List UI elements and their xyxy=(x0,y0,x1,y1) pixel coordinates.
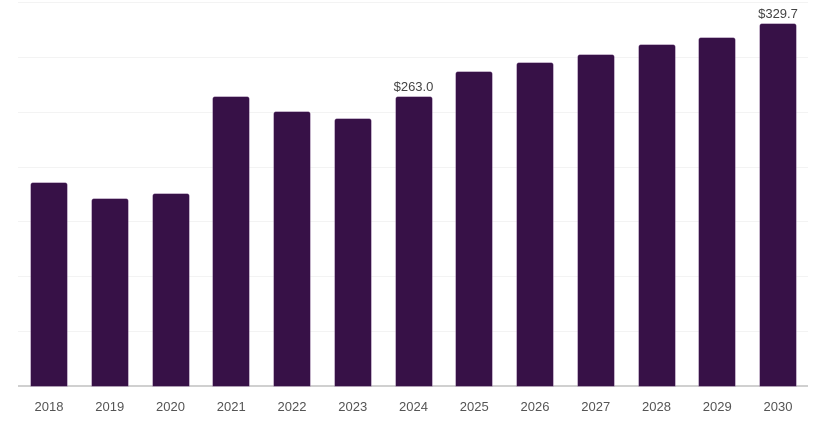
x-tick-label: 2022 xyxy=(277,399,307,414)
bar-2030[interactable] xyxy=(760,24,796,386)
bar-2020[interactable] xyxy=(152,194,189,386)
bar-2018[interactable] xyxy=(31,183,67,386)
x-tick-label: 2025 xyxy=(459,399,489,414)
x-tick-label: 2027 xyxy=(581,399,611,414)
x-axis-line xyxy=(18,385,808,387)
x-tick-label: 2028 xyxy=(642,399,671,414)
x-tick-label: 2030 xyxy=(763,399,793,414)
x-tick-label: 2018 xyxy=(34,399,64,414)
data-label-2030: $329.7 xyxy=(758,6,798,22)
bar-2024[interactable] xyxy=(395,97,432,386)
x-tick-label: 2020 xyxy=(156,399,185,414)
x-tick-label: 2026 xyxy=(520,399,550,414)
gridline xyxy=(18,57,808,58)
x-tick-label: 2024 xyxy=(399,399,428,414)
x-tick-label: 2019 xyxy=(95,399,125,414)
bar-2029[interactable] xyxy=(699,37,736,386)
bar-2022[interactable] xyxy=(274,111,310,386)
bar-2026[interactable] xyxy=(517,63,553,386)
bar-2027[interactable] xyxy=(577,55,614,386)
x-tick-label: 2021 xyxy=(216,399,246,414)
x-tick-label: 2023 xyxy=(338,399,368,414)
bar-2028[interactable] xyxy=(638,44,675,386)
bar-2021[interactable] xyxy=(213,97,250,386)
x-tick-label: 2029 xyxy=(702,399,732,414)
data-label-2024: $263.0 xyxy=(393,79,434,95)
bar-2023[interactable] xyxy=(334,119,371,386)
bar-2025[interactable] xyxy=(456,72,493,386)
bar-2019[interactable] xyxy=(91,199,128,386)
gridline xyxy=(18,2,808,3)
